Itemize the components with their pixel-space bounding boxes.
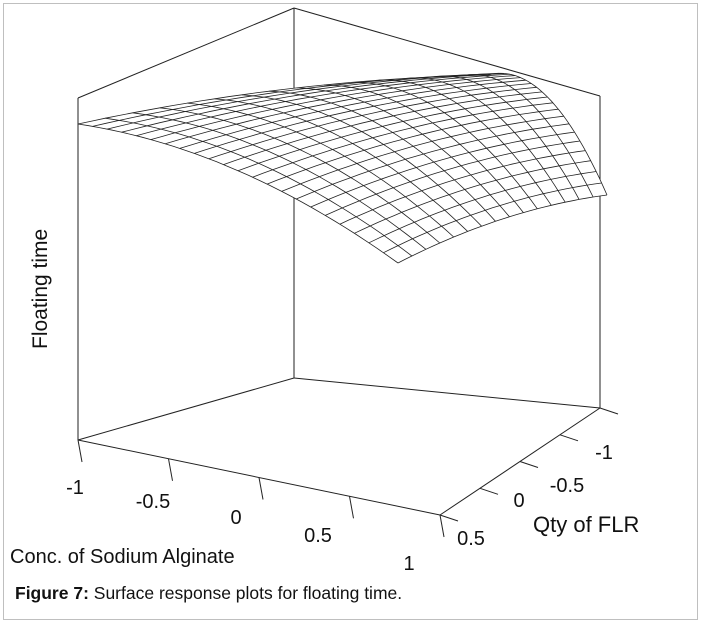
mesh-line-v bbox=[433, 75, 580, 200]
mesh-line-u bbox=[397, 194, 608, 264]
mesh-line-u bbox=[194, 83, 532, 154]
axis-ticks: -1 -0.5 0 0.5 1 -1 -0.5 0 0.5 bbox=[66, 407, 619, 575]
surface-mesh bbox=[77, 72, 608, 264]
x-tick bbox=[439, 514, 445, 538]
caption-text: Surface response plots for floating time… bbox=[88, 583, 403, 603]
mesh-line-v bbox=[323, 84, 524, 213]
mesh-line-v bbox=[296, 87, 510, 218]
axis-line bbox=[77, 377, 295, 441]
mesh-line-v bbox=[351, 82, 538, 210]
x-tick bbox=[258, 477, 264, 500]
mesh-line-u bbox=[165, 77, 521, 145]
y-tick bbox=[439, 514, 459, 522]
z-axis-label: Floating time bbox=[29, 229, 52, 349]
mesh-line-v bbox=[187, 102, 454, 238]
mesh-line-v bbox=[132, 112, 427, 250]
mesh-line-v bbox=[405, 77, 566, 203]
axis-line bbox=[77, 7, 295, 99]
axis-line bbox=[293, 7, 601, 97]
x-tick-label: 0 bbox=[230, 507, 241, 529]
axis-line bbox=[293, 377, 601, 409]
y-tick bbox=[599, 407, 619, 415]
y-tick-label: -1 bbox=[595, 442, 613, 464]
mesh-line-u bbox=[252, 102, 553, 178]
x-tick-label: -1 bbox=[66, 477, 84, 499]
y-tick bbox=[479, 487, 499, 495]
mesh-line-u bbox=[339, 150, 586, 225]
mesh-line-u bbox=[179, 79, 526, 149]
mesh-line-u bbox=[136, 73, 510, 137]
y-axis-label: Qty of FLR bbox=[533, 512, 639, 537]
mesh-line-v bbox=[214, 98, 468, 232]
mesh-line-u bbox=[223, 91, 543, 165]
y-tick-label: 0.5 bbox=[457, 528, 485, 550]
mesh-line-u bbox=[383, 182, 602, 254]
y-tick bbox=[559, 434, 579, 442]
mesh-line-u bbox=[208, 86, 537, 160]
x-tick-label: 1 bbox=[403, 553, 414, 575]
mesh-line-v bbox=[269, 90, 496, 222]
y-tick-label: 0 bbox=[513, 490, 524, 512]
mesh-line-u bbox=[296, 123, 570, 200]
x-tick bbox=[349, 496, 354, 519]
x-tick bbox=[168, 458, 173, 481]
axis-box bbox=[77, 7, 601, 516]
mesh-line-v bbox=[378, 79, 552, 206]
mesh-line-u bbox=[281, 115, 564, 192]
mesh-line-u bbox=[92, 73, 494, 127]
figure-frame bbox=[3, 3, 698, 620]
mesh-line-v bbox=[460, 74, 594, 198]
x-tick-label: -0.5 bbox=[136, 491, 170, 513]
mesh-line-v bbox=[487, 72, 608, 196]
mesh-line-u bbox=[266, 108, 559, 185]
mesh-line-v bbox=[159, 107, 441, 244]
mesh-line-u bbox=[354, 160, 591, 234]
mesh-line-u bbox=[368, 171, 597, 244]
mesh-line-u bbox=[237, 96, 548, 172]
mesh-line-u bbox=[310, 131, 575, 208]
y-tick-label: -0.5 bbox=[550, 475, 584, 497]
x-axis-label: Conc. of Sodium Alginate bbox=[10, 546, 235, 568]
mesh-line-v bbox=[241, 94, 482, 227]
y-tick bbox=[519, 461, 539, 468]
mesh-line-v bbox=[77, 123, 399, 264]
x-tick-label: 0.5 bbox=[304, 525, 332, 547]
mesh-line-u bbox=[121, 73, 505, 133]
caption-label: Figure 7: bbox=[15, 583, 89, 603]
mesh-line-v bbox=[105, 117, 413, 257]
mesh-line-u bbox=[150, 75, 516, 140]
figure-caption: Figure 7: Surface response plots for flo… bbox=[15, 583, 402, 604]
x-tick bbox=[77, 439, 83, 463]
mesh-line-u bbox=[325, 140, 581, 216]
